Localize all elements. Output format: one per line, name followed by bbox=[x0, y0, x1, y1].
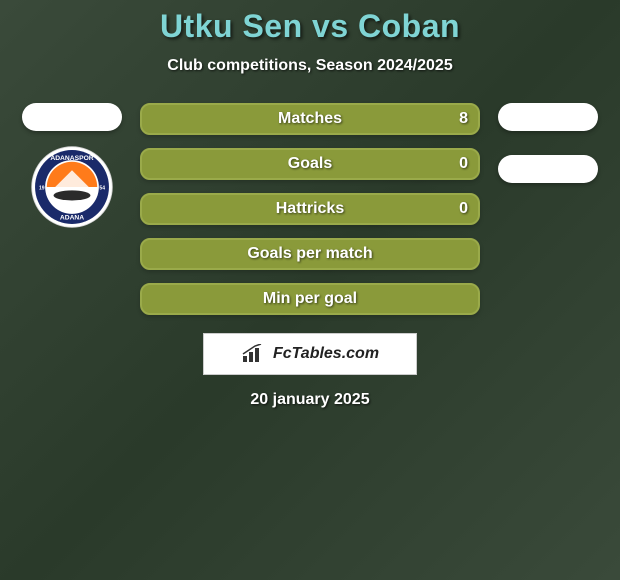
page-title: Utku Sen vs Coban bbox=[0, 8, 620, 45]
stat-bar-min-per-goal: Min per goal bbox=[140, 283, 480, 315]
stat-bar-matches: Matches 8 bbox=[140, 103, 480, 135]
brand-text: FcTables.com bbox=[273, 345, 379, 363]
date-text: 20 january 2025 bbox=[0, 391, 620, 409]
player-pill-right-2 bbox=[498, 155, 598, 183]
main-row: ADANASPOR ADANA 19 54 Matches 8 Goals 0 … bbox=[0, 103, 620, 315]
stat-label: Matches bbox=[278, 110, 342, 128]
stat-label: Goals bbox=[288, 155, 332, 173]
stat-bar-goals-per-match: Goals per match bbox=[140, 238, 480, 270]
svg-text:19: 19 bbox=[39, 186, 45, 192]
stat-bar-hattricks: Hattricks 0 bbox=[140, 193, 480, 225]
stat-label: Min per goal bbox=[263, 290, 357, 308]
club-logo-adanaspor: ADANASPOR ADANA 19 54 bbox=[30, 145, 114, 229]
stat-label: Goals per match bbox=[247, 245, 372, 263]
stat-label: Hattricks bbox=[276, 200, 344, 218]
stat-value: 0 bbox=[459, 155, 468, 173]
stat-value: 8 bbox=[459, 110, 468, 128]
stats-column: Matches 8 Goals 0 Hattricks 0 Goals per … bbox=[140, 103, 480, 315]
stat-bar-goals: Goals 0 bbox=[140, 148, 480, 180]
player-pill-left bbox=[22, 103, 122, 131]
infographic-container: Utku Sen vs Coban Club competitions, Sea… bbox=[0, 0, 620, 409]
brand-chart-icon bbox=[241, 344, 267, 364]
page-subtitle: Club competitions, Season 2024/2025 bbox=[0, 57, 620, 75]
stat-value: 0 bbox=[459, 200, 468, 218]
brand-box: FcTables.com bbox=[203, 333, 417, 375]
player-pill-right-1 bbox=[498, 103, 598, 131]
svg-text:54: 54 bbox=[99, 186, 105, 192]
svg-text:ADANA: ADANA bbox=[60, 215, 84, 222]
left-column: ADANASPOR ADANA 19 54 bbox=[22, 103, 122, 229]
right-column bbox=[498, 103, 598, 183]
svg-text:ADANASPOR: ADANASPOR bbox=[50, 155, 93, 162]
